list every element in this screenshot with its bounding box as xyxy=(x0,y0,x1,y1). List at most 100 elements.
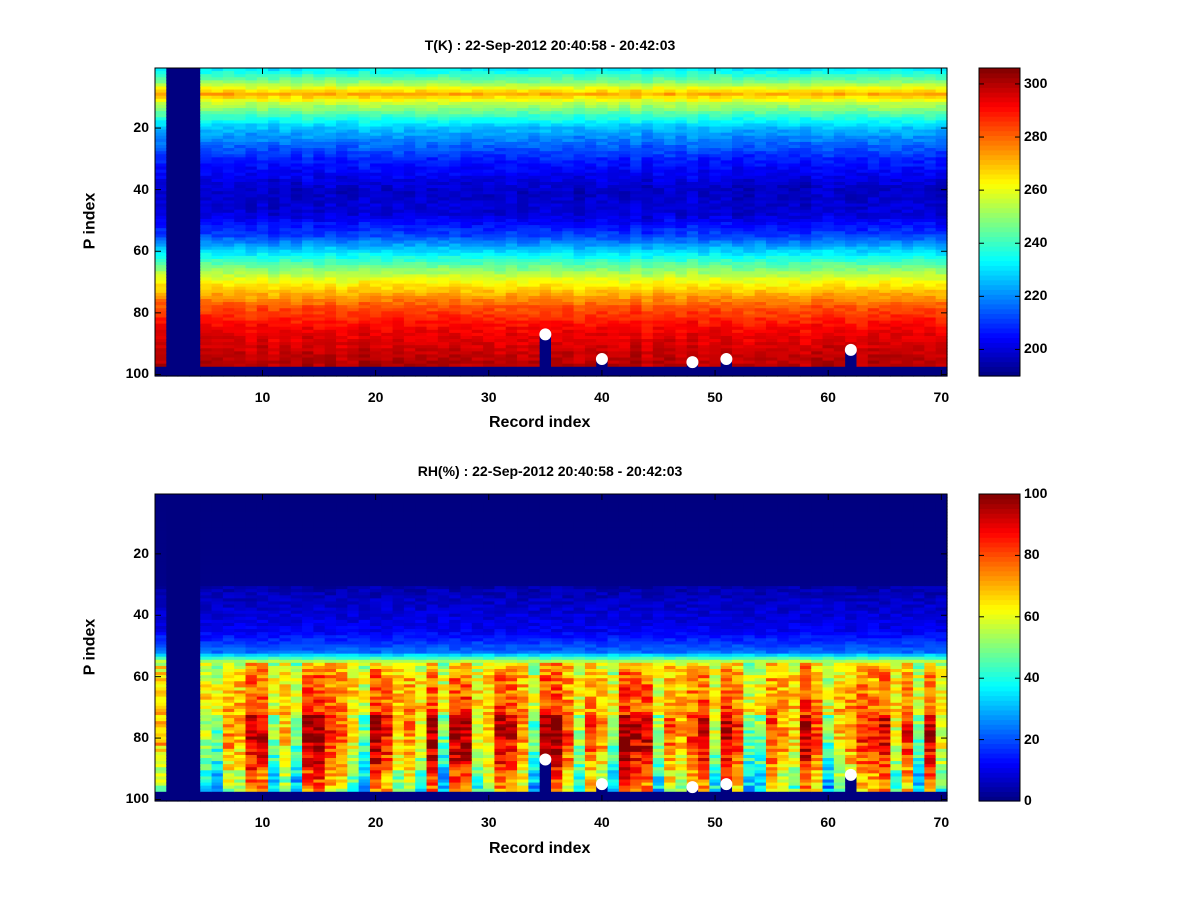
heatmap-cell xyxy=(505,286,518,291)
heatmap-cell xyxy=(437,320,450,325)
heatmap-cell xyxy=(449,132,462,137)
heatmap-cell xyxy=(234,141,247,146)
heatmap-cell xyxy=(709,299,722,303)
heatmap-cell xyxy=(573,108,586,112)
heatmap-cell xyxy=(347,222,360,226)
heatmap-cell xyxy=(505,120,518,125)
heatmap-cell xyxy=(313,366,326,371)
heatmap-cell xyxy=(222,277,235,282)
heatmap-cell xyxy=(551,206,563,211)
heatmap-cell xyxy=(471,215,484,220)
heatmap-cell xyxy=(494,222,507,226)
heatmap-cell xyxy=(313,314,326,319)
heatmap-cell xyxy=(562,151,575,155)
heatmap-cell xyxy=(256,126,269,131)
heatmap-cell xyxy=(698,366,710,371)
heatmap-cell xyxy=(279,268,292,272)
heatmap-cell xyxy=(256,360,269,365)
heatmap-cell xyxy=(630,354,643,359)
heatmap-cell xyxy=(641,215,654,220)
heatmap-cell xyxy=(471,311,484,315)
heatmap-cell xyxy=(675,86,688,91)
heatmap-cell xyxy=(234,225,247,229)
heatmap-cell xyxy=(471,326,484,331)
heatmap-cell xyxy=(641,222,654,226)
heatmap-cell xyxy=(437,194,450,198)
heatmap-cell xyxy=(618,212,631,217)
heatmap-cell xyxy=(290,154,303,158)
heatmap-cell xyxy=(234,129,247,134)
heatmap-cell xyxy=(709,222,722,226)
heatmap-cell xyxy=(483,360,496,365)
heatmap-cell xyxy=(290,320,303,325)
heatmap-cell xyxy=(460,283,473,288)
heatmap-cell xyxy=(664,339,677,343)
heatmap-cell xyxy=(517,197,529,202)
heatmap-cell xyxy=(596,200,609,205)
heatmap-cell xyxy=(381,135,394,140)
heatmap-cell xyxy=(381,369,394,374)
heatmap-cell xyxy=(573,163,586,168)
heatmap-cell xyxy=(528,194,541,198)
heatmap-cell xyxy=(313,86,326,91)
heatmap-cell xyxy=(222,317,235,322)
heatmap-cell xyxy=(483,89,496,94)
heatmap-cell xyxy=(369,132,382,137)
heatmap-cell xyxy=(415,188,428,192)
heatmap-cell xyxy=(596,295,609,300)
heatmap-cell xyxy=(449,145,462,149)
heatmap-cell xyxy=(471,292,484,297)
heatmap-cell xyxy=(698,262,710,266)
heatmap-cell xyxy=(222,111,235,115)
heatmap-cell xyxy=(324,101,337,106)
heatmap-cell xyxy=(188,240,201,245)
heatmap-cell xyxy=(698,80,710,84)
heatmap-cell xyxy=(528,345,541,349)
heatmap-cell xyxy=(528,348,541,352)
heatmap-cell xyxy=(573,98,586,103)
heatmap-cell xyxy=(528,234,541,238)
heatmap-cell xyxy=(471,71,484,75)
heatmap-cell xyxy=(618,249,631,254)
heatmap-cell xyxy=(596,89,609,94)
heatmap-cell xyxy=(347,114,360,118)
heatmap-cell xyxy=(324,169,337,174)
heatmap-cell xyxy=(155,200,167,205)
heatmap-cell xyxy=(437,101,450,106)
heatmap-cell xyxy=(403,326,416,331)
heatmap-cell xyxy=(641,255,654,260)
heatmap-cell xyxy=(279,108,292,112)
heatmap-cell xyxy=(618,363,631,368)
heatmap-cell xyxy=(709,197,722,202)
heatmap-cell xyxy=(234,111,247,115)
heatmap-cell xyxy=(211,209,224,214)
heatmap-cell xyxy=(652,185,665,189)
heatmap-cell xyxy=(460,255,473,260)
heatmap-cell xyxy=(562,215,575,220)
heatmap-cell xyxy=(279,160,292,165)
heatmap-cell xyxy=(234,108,247,112)
heatmap-cell xyxy=(313,145,326,149)
heatmap-cell xyxy=(347,117,360,121)
heatmap-cell xyxy=(336,83,348,88)
heatmap-cell xyxy=(188,89,201,94)
heatmap-cell xyxy=(279,332,292,337)
heatmap-cell xyxy=(188,231,201,235)
heatmap-cell xyxy=(652,286,665,291)
heatmap-cell xyxy=(313,305,326,309)
heatmap-cell xyxy=(279,104,292,109)
heatmap-cell xyxy=(596,104,609,109)
heatmap-cell xyxy=(200,111,213,115)
heatmap-cell xyxy=(584,299,597,303)
heatmap-cell xyxy=(698,71,710,75)
heatmap-cell xyxy=(166,249,179,254)
heatmap-cell xyxy=(403,308,416,312)
heatmap-cell xyxy=(505,68,518,72)
heatmap-cell xyxy=(664,209,677,214)
heatmap-cell xyxy=(652,169,665,174)
heatmap-cell xyxy=(358,138,371,143)
heatmap-cell xyxy=(302,268,314,272)
heatmap-cell xyxy=(460,172,473,177)
heatmap-cell xyxy=(369,114,382,118)
heatmap-cell xyxy=(539,265,552,269)
